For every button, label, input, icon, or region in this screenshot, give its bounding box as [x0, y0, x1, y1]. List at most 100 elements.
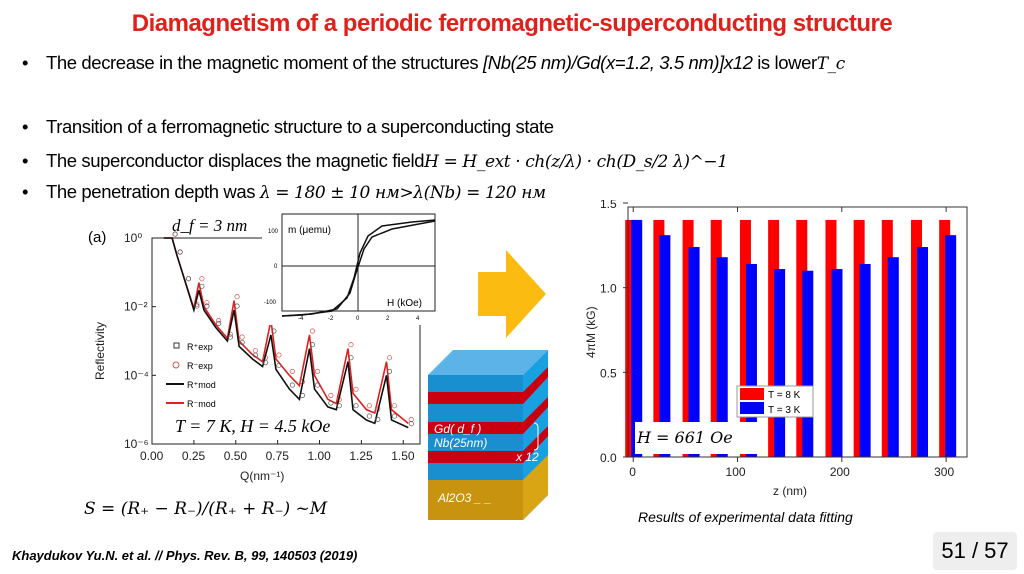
- data-marker: [366, 413, 372, 419]
- x-tick-label: 300: [934, 465, 954, 479]
- x-tick-label: 0.75: [266, 449, 290, 463]
- bullet-3: • The superconductor displaces the magne…: [22, 148, 728, 175]
- series-line-rplus: [163, 237, 409, 429]
- data-marker: [234, 303, 240, 309]
- data-marker: [276, 352, 282, 358]
- gd-layer: [428, 422, 523, 434]
- data-marker: [276, 362, 282, 368]
- data-marker: [391, 413, 398, 419]
- bar-8k: [911, 219, 923, 457]
- conditions-annotation: T = 7 К, H = 4.5 kOe: [175, 416, 331, 436]
- data-marker: [234, 294, 240, 300]
- data-marker: [348, 355, 354, 361]
- inset-xtick: 4: [416, 316, 420, 322]
- series-line-rminus: [163, 237, 409, 424]
- bar-8k: [881, 219, 893, 457]
- data-marker: [328, 392, 334, 398]
- x-tick-label: 1.25: [349, 449, 373, 463]
- hysteresis-branch-down: [281, 220, 436, 317]
- bar-3k: [802, 270, 814, 457]
- annotation-box: [635, 422, 760, 454]
- y-tick-label: 0.5: [600, 366, 617, 380]
- legend-label: R⁺exp: [187, 342, 213, 352]
- bullet-tail: is lower: [752, 52, 817, 73]
- bullet-italic: [Nb(25 nm)/Gd(x=1.2, 3.5 nm)]x12: [483, 52, 753, 73]
- data-marker: [386, 368, 393, 374]
- panel-label: (a): [88, 229, 106, 246]
- figure-caption: Results of experimental data fitting: [638, 509, 853, 525]
- legend-label: R⁻mod: [187, 399, 216, 409]
- bar-3k: [774, 269, 786, 457]
- y-tick-label: 10⁰: [124, 231, 142, 245]
- data-marker: [185, 276, 192, 282]
- bullet-dot: •: [22, 52, 29, 73]
- legend: T = 8 K T = 3 K: [736, 385, 814, 418]
- bullet-1: • The decrease in the magnetic moment of…: [22, 50, 1007, 77]
- x-tick-label: 0: [629, 465, 636, 479]
- label-nb: Nb(25nm): [434, 436, 488, 450]
- hysteresis-inset: m (μemu) H (kOe) 100 0 -100 -4 -2 0 2 4: [262, 213, 437, 325]
- data-marker: [252, 348, 259, 354]
- arrow-right-icon: [478, 250, 546, 338]
- y-tick-label: 10⁻⁶: [124, 437, 149, 451]
- data-marker: [309, 328, 316, 334]
- bullet-math: T_c: [816, 54, 846, 74]
- x-tick-label: 100: [726, 465, 746, 479]
- bar-3k: [659, 235, 671, 457]
- data-marker: [408, 416, 414, 422]
- data-marker: [271, 328, 277, 334]
- bar-3k: [716, 257, 728, 457]
- bullet-math: λ = 180 ± 10 нм>λ(Nb) = 120 нм: [259, 183, 546, 203]
- gd-layer: [428, 392, 523, 404]
- inset-xtick: -4: [298, 316, 304, 322]
- legend-label: R⁻exp: [187, 361, 213, 371]
- data-marker: [239, 339, 245, 345]
- label-substrate: Al2O3 _ _: [438, 491, 492, 505]
- bar-8k: [825, 219, 837, 457]
- inset-xtick: 2: [386, 316, 390, 322]
- data-marker: [239, 334, 245, 340]
- data-marker: [204, 303, 210, 309]
- inset-ytick: 100: [268, 229, 279, 235]
- bar-3k: [745, 263, 757, 457]
- data-marker: [386, 355, 393, 361]
- substrate-layer: [428, 480, 523, 520]
- asymmetry-formula: S = (R₊ − R₋)/(R₊ + R₋) ~M: [84, 499, 328, 519]
- bullet-4: • The penetration depth was λ = 180 ± 10…: [22, 179, 546, 206]
- y-tick-label: 10⁻²: [124, 300, 148, 314]
- data-marker: [194, 303, 200, 309]
- bullet-text: The decrease in the magnetic moment of t…: [46, 52, 484, 73]
- data-marker: [172, 231, 178, 237]
- y-tick-label: 1.5: [600, 200, 617, 211]
- bar-3k: [945, 235, 957, 457]
- bar-8k: [796, 219, 808, 457]
- bar-8k: [625, 219, 637, 457]
- data-marker: [353, 403, 359, 409]
- legend-swatch-3k: [740, 402, 764, 414]
- data-marker: [375, 416, 381, 422]
- inset-xtick: -2: [328, 316, 334, 322]
- multilayer-structure: [428, 350, 548, 520]
- legend-marker-circle: [172, 361, 180, 369]
- bullet-dot: •: [22, 116, 29, 137]
- data-marker: [353, 386, 359, 392]
- bullet-text: The superconductor displaces the magneti…: [46, 150, 425, 171]
- label-repeat: x 12: [516, 450, 539, 464]
- slide-title: Diamagnetism of a periodic ferromagnetic…: [131, 10, 893, 37]
- inset-ytick: 0: [274, 264, 278, 270]
- plot-frame: [627, 206, 968, 458]
- bullet-text: Transition of a ferromagnetic structure …: [46, 116, 554, 137]
- bar-8k: [653, 219, 665, 457]
- bar-8k: [682, 219, 694, 457]
- legend-marker-square: [173, 342, 180, 349]
- data-marker: [314, 368, 321, 374]
- magnetization-bar-chart: 0 100 200 300 0.0 0.5 1.0 1.5 H = 661 Oe T = 8 …: [585, 200, 968, 498]
- data-marker: [204, 300, 210, 306]
- data-marker: [408, 421, 414, 427]
- df-annotation: d_f = 3 nm: [172, 216, 248, 235]
- data-marker: [299, 392, 305, 398]
- reflectivity-chart: (a) 0.00 0.25 0.50 0.75 1.00 1.25 1.50 10⁰ 10⁻² 1…: [88, 229, 421, 483]
- data-marker: [252, 352, 259, 358]
- data-marker: [227, 334, 233, 340]
- bar-8k: [939, 219, 951, 457]
